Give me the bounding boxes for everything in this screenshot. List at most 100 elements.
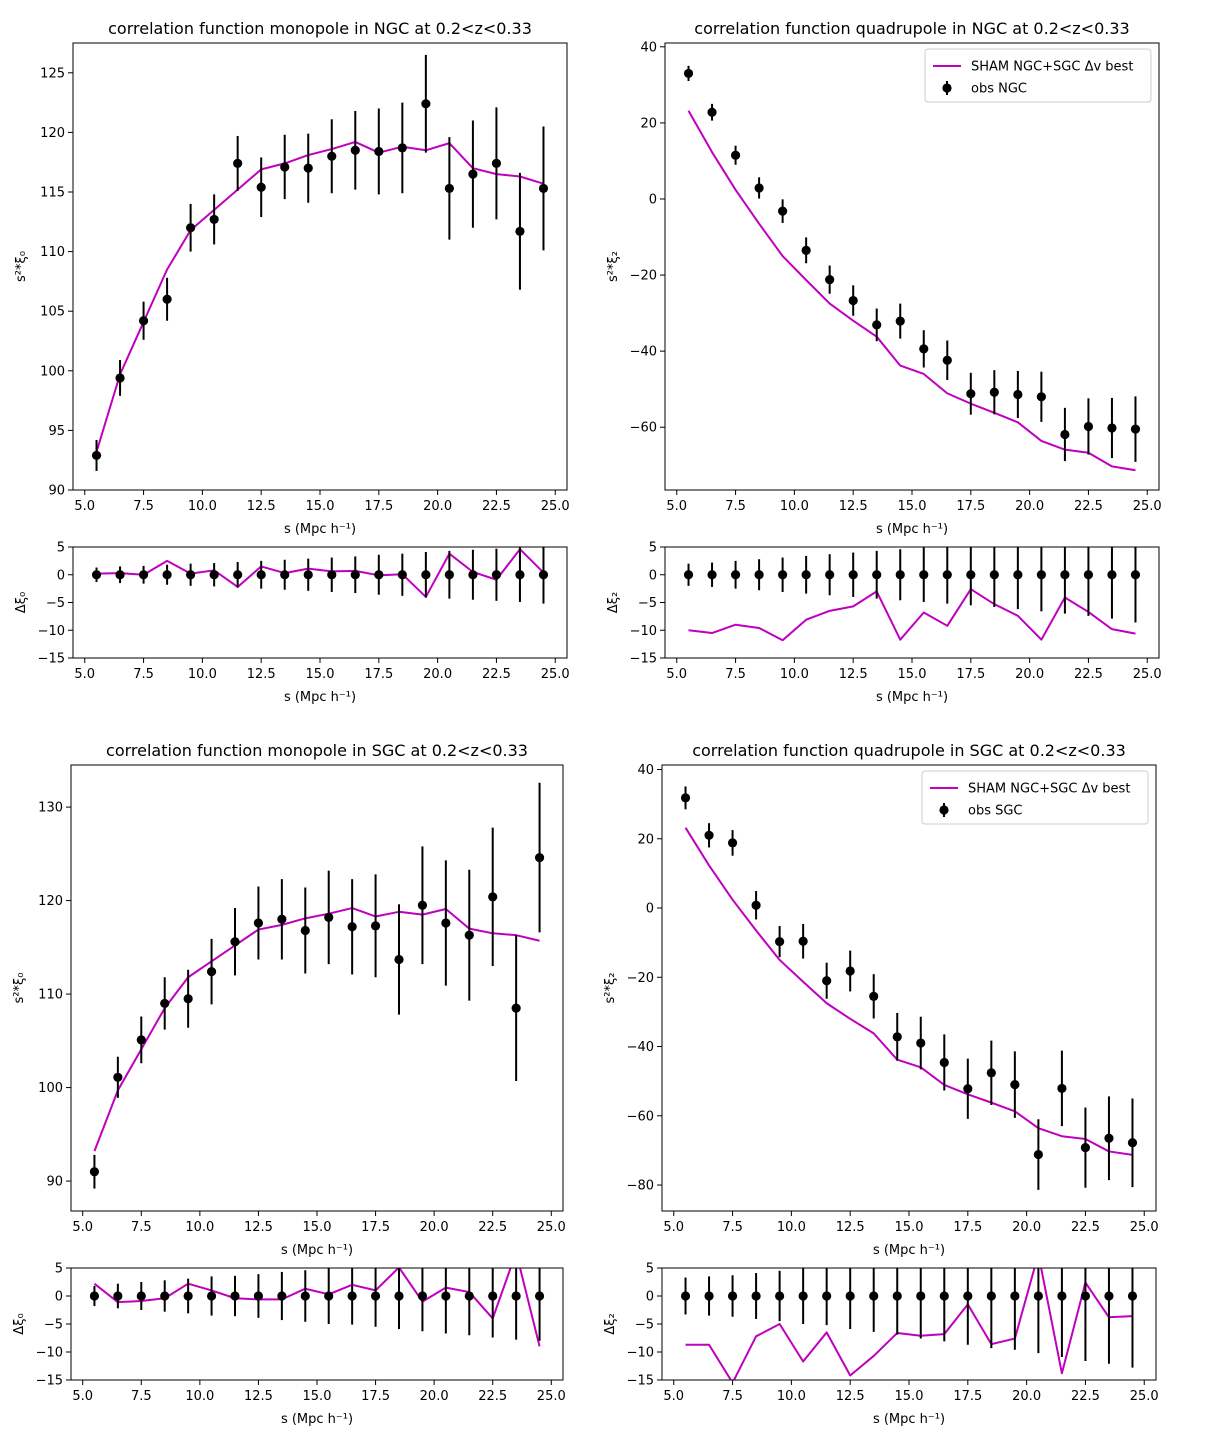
data-point — [916, 1038, 926, 1048]
data-point — [869, 991, 879, 1001]
data-point — [515, 226, 525, 236]
data-point — [162, 570, 172, 580]
data-point — [113, 1072, 123, 1082]
x-axis-label: s (Mpc h⁻¹) — [281, 1243, 353, 1258]
panel-ngc_quad: 5.0 7.5 10.0 12.5 15.0 17.5 20.0 22.5 25.0 −60 −40… — [606, 19, 1162, 537]
data-point — [754, 183, 764, 193]
x-tick-label: 15.0 — [895, 1389, 924, 1404]
data-point — [916, 1291, 926, 1301]
x-tick-label: 5.0 — [74, 499, 95, 514]
y-tick-label: 5 — [646, 1262, 654, 1277]
data-point — [963, 1291, 973, 1301]
legend-label: SHAM NGC+SGC Δv best — [968, 782, 1130, 797]
legend-label: obs NGC — [971, 82, 1027, 97]
plot-area — [91, 547, 549, 604]
data-point — [347, 1291, 357, 1301]
x-tick-label: 10.0 — [780, 499, 809, 514]
data-point — [394, 1291, 404, 1301]
chart-title: correlation function monopole in NGC at … — [108, 19, 532, 38]
y-tick-label: 0 — [57, 568, 65, 583]
x-tick-label: 15.0 — [898, 499, 927, 514]
data-point — [1130, 570, 1141, 580]
data-point — [421, 99, 431, 109]
data-point — [1107, 423, 1117, 433]
y-axis-label: Δξ₀ — [12, 1313, 27, 1334]
x-tick-label: 15.0 — [306, 499, 335, 514]
x-tick-label: 25.0 — [1130, 1220, 1159, 1235]
x-tick-label: 22.5 — [478, 1220, 507, 1235]
data-point — [986, 1291, 996, 1301]
chart-title: correlation function quadrupole in SGC a… — [692, 741, 1126, 760]
data-point — [730, 150, 741, 160]
data-point — [895, 316, 905, 326]
x-tick-label: 20.0 — [1012, 1389, 1041, 1404]
data-point — [511, 1291, 521, 1301]
x-tick-label: 7.5 — [722, 1389, 743, 1404]
x-tick-label: 20.0 — [1015, 499, 1044, 514]
data-point — [1083, 421, 1094, 432]
y-tick-label: −10 — [36, 1346, 63, 1361]
x-tick-label: 20.0 — [420, 1220, 449, 1235]
data-point — [1057, 1291, 1067, 1301]
x-axis-label: s (Mpc h⁻¹) — [281, 1412, 353, 1427]
data-point — [209, 570, 219, 580]
data-point — [136, 1291, 146, 1301]
x-tick-label: 22.5 — [1071, 1389, 1100, 1404]
x-tick-label: 22.5 — [478, 1389, 507, 1404]
data-point — [872, 570, 882, 580]
x-tick-label: 25.0 — [537, 1220, 566, 1235]
x-tick-label: 5.0 — [666, 499, 687, 514]
y-tick-label: 100 — [40, 364, 65, 379]
data-point — [138, 316, 149, 326]
y-tick-label: −10 — [38, 624, 65, 639]
x-tick-label: 12.5 — [244, 1389, 273, 1404]
data-point — [892, 1291, 902, 1301]
data-point — [919, 570, 929, 580]
data-point — [303, 163, 313, 173]
x-tick-label: 25.0 — [541, 499, 570, 514]
model-line — [685, 1268, 1133, 1380]
x-tick-label: 17.5 — [364, 499, 393, 514]
x-tick-label: 25.0 — [541, 667, 570, 682]
x-tick-label: 17.5 — [953, 1389, 982, 1404]
panel-sgc_quad_res: 5.0 7.5 10.0 12.5 15.0 17.5 20.0 22.5 25.0 −15 −10… — [603, 1262, 1159, 1428]
y-tick-label: −5 — [44, 1318, 63, 1333]
y-tick-label: −5 — [46, 596, 65, 611]
axes-frame — [661, 764, 1157, 1212]
data-point — [350, 570, 360, 580]
data-point — [727, 1291, 738, 1301]
data-point — [919, 344, 929, 354]
data-point — [491, 158, 502, 168]
y-tick-label: 110 — [40, 245, 65, 260]
data-point — [730, 570, 741, 580]
data-point — [300, 925, 310, 936]
x-tick-label: 17.5 — [956, 499, 985, 514]
x-tick-label: 5.0 — [663, 1389, 684, 1404]
data-point — [209, 214, 219, 225]
x-tick-label: 12.5 — [247, 499, 276, 514]
x-axis-label: s (Mpc h⁻¹) — [873, 1412, 945, 1427]
x-tick-label: 5.0 — [663, 1220, 684, 1235]
y-axis-label: Δξ₂ — [603, 1313, 618, 1334]
data-point — [441, 1291, 451, 1301]
data-point — [491, 570, 502, 580]
data-point — [374, 146, 384, 157]
y-tick-label: 0 — [646, 1290, 654, 1305]
data-point — [233, 158, 243, 168]
data-point — [1013, 570, 1023, 580]
data-point — [183, 994, 193, 1004]
y-tick-label: 5 — [649, 541, 657, 556]
y-tick-label: −80 — [627, 1179, 654, 1194]
x-axis-label: s (Mpc h⁻¹) — [284, 690, 356, 705]
data-point — [1057, 1083, 1067, 1094]
y-tick-label: −15 — [627, 1374, 654, 1389]
data-point — [277, 1291, 287, 1301]
x-tick-label: 5.0 — [74, 667, 95, 682]
data-point — [417, 900, 428, 910]
plot-area — [680, 1268, 1138, 1380]
data-point — [798, 1291, 808, 1301]
data-point — [136, 1035, 146, 1045]
data-point — [206, 1291, 217, 1301]
data-point — [370, 1291, 381, 1301]
x-tick-label: 20.0 — [423, 499, 452, 514]
